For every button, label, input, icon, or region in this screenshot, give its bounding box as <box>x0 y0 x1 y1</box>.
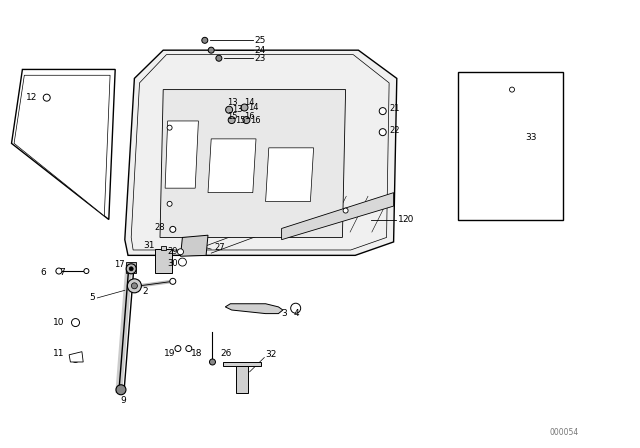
Text: 16: 16 <box>244 112 255 121</box>
Text: 15: 15 <box>235 116 245 125</box>
Text: 6: 6 <box>41 268 46 277</box>
Circle shape <box>167 201 172 207</box>
Text: 000054: 000054 <box>550 428 579 437</box>
Circle shape <box>209 359 216 365</box>
Text: 9: 9 <box>120 396 125 405</box>
Circle shape <box>127 279 141 293</box>
Text: 25: 25 <box>255 36 266 45</box>
Polygon shape <box>160 90 346 237</box>
Circle shape <box>131 283 138 289</box>
Circle shape <box>216 55 222 61</box>
Circle shape <box>170 226 176 233</box>
Circle shape <box>126 264 136 274</box>
Circle shape <box>186 345 192 352</box>
Text: 21: 21 <box>389 104 399 113</box>
Text: 20: 20 <box>402 215 413 224</box>
Text: 5: 5 <box>89 293 95 302</box>
Circle shape <box>208 47 214 53</box>
Circle shape <box>84 268 89 274</box>
Circle shape <box>241 104 248 111</box>
Circle shape <box>72 354 79 362</box>
Polygon shape <box>69 352 83 362</box>
Text: 3: 3 <box>282 309 287 318</box>
Circle shape <box>167 125 172 130</box>
Circle shape <box>380 129 386 136</box>
Text: 10: 10 <box>52 318 64 327</box>
Text: 14: 14 <box>248 103 258 112</box>
Polygon shape <box>12 69 115 220</box>
Circle shape <box>44 94 50 101</box>
Circle shape <box>129 267 133 271</box>
Text: 29: 29 <box>168 247 178 256</box>
Text: 22: 22 <box>389 126 399 135</box>
Text: 13: 13 <box>232 105 243 114</box>
Text: 15: 15 <box>227 112 237 121</box>
Circle shape <box>72 319 79 327</box>
Text: 33: 33 <box>525 134 536 142</box>
Text: 19: 19 <box>164 349 175 358</box>
Text: 7: 7 <box>60 268 65 277</box>
Circle shape <box>226 106 232 113</box>
Text: 4: 4 <box>293 309 299 318</box>
Polygon shape <box>126 262 136 273</box>
Text: 32: 32 <box>266 350 277 359</box>
Text: 28: 28 <box>154 223 165 232</box>
Text: 26: 26 <box>221 349 232 358</box>
Circle shape <box>202 37 208 43</box>
Circle shape <box>56 268 62 274</box>
Text: 14: 14 <box>244 98 255 107</box>
Circle shape <box>179 258 186 266</box>
Text: 16: 16 <box>250 116 260 125</box>
Polygon shape <box>180 235 208 256</box>
Text: 27: 27 <box>214 243 225 252</box>
Polygon shape <box>155 249 172 273</box>
Polygon shape <box>236 366 248 393</box>
Circle shape <box>175 345 181 352</box>
Polygon shape <box>14 75 110 216</box>
Circle shape <box>380 108 386 115</box>
Text: 11: 11 <box>52 349 64 358</box>
Circle shape <box>177 249 184 255</box>
Text: 12: 12 <box>26 93 37 102</box>
Circle shape <box>228 116 235 124</box>
Text: 1: 1 <box>398 215 404 224</box>
Polygon shape <box>223 362 261 366</box>
Text: 30: 30 <box>167 259 178 268</box>
Circle shape <box>509 87 515 92</box>
Polygon shape <box>458 72 563 220</box>
Text: 2: 2 <box>142 287 148 296</box>
Text: 13: 13 <box>227 98 238 107</box>
Polygon shape <box>208 139 256 193</box>
Circle shape <box>243 116 250 124</box>
Text: 31: 31 <box>143 241 155 250</box>
Circle shape <box>343 208 348 213</box>
Polygon shape <box>266 148 314 202</box>
Text: 24: 24 <box>255 46 266 55</box>
Polygon shape <box>165 121 198 188</box>
Text: 23: 23 <box>255 54 266 63</box>
Text: 18: 18 <box>191 349 202 358</box>
Circle shape <box>170 278 176 284</box>
Polygon shape <box>125 50 397 255</box>
Text: 17: 17 <box>114 260 125 269</box>
Circle shape <box>116 385 126 395</box>
Polygon shape <box>282 193 394 240</box>
Circle shape <box>291 303 301 313</box>
Polygon shape <box>225 304 283 314</box>
Polygon shape <box>161 246 166 250</box>
